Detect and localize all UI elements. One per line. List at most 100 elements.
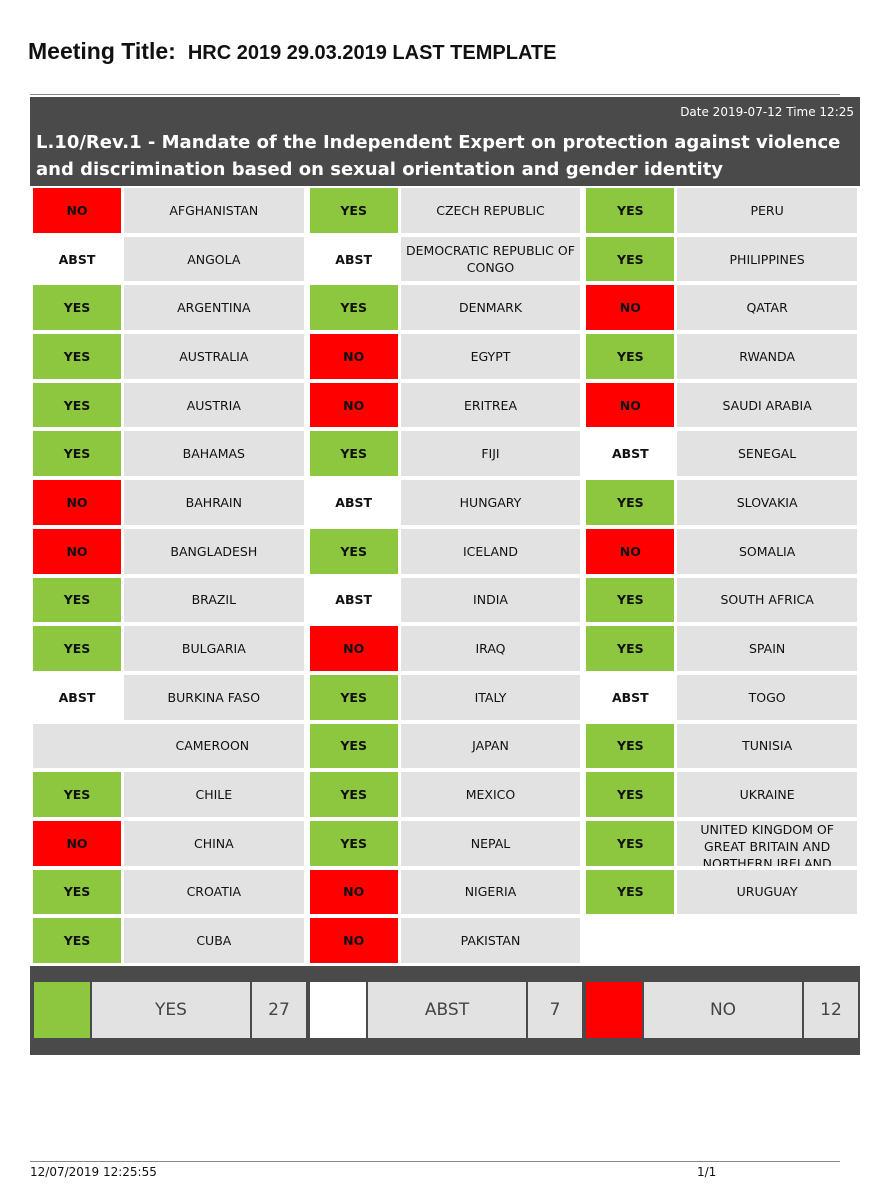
vote-badge: YES	[309, 820, 398, 866]
vote-row: NO QATAR	[583, 283, 860, 332]
vote-badge: YES	[33, 334, 121, 379]
vote-row: NO BANGLADESH	[30, 527, 307, 576]
country-name: SOMALIA	[677, 528, 857, 574]
summary-yes: YES 27	[34, 982, 306, 1038]
vote-badge: YES	[586, 626, 675, 671]
summary-swatch	[310, 982, 366, 1038]
vote-row: YES URUGUAY	[583, 868, 860, 917]
country-name: ERITREA	[400, 382, 581, 428]
vote-badge: ABST	[309, 236, 398, 282]
country-name: TUNISIA	[677, 723, 857, 769]
vote-row: YES ARGENTINA	[30, 283, 307, 332]
vote-row: YES PERU	[583, 186, 860, 235]
vote-badge: YES	[586, 236, 675, 282]
vote-row: NO SOMALIA	[583, 527, 860, 576]
country-name: AUSTRIA	[124, 382, 304, 428]
country-name: PAKISTAN	[400, 918, 581, 963]
vote-badge: YES	[33, 382, 121, 428]
vote-badge: NO	[586, 382, 675, 428]
vote-row: YES TUNISIA	[583, 722, 860, 771]
country-name: AUSTRALIA	[124, 334, 304, 379]
vote-row: YES BRAZIL	[30, 576, 307, 625]
vote-row: NO IRAQ	[307, 624, 584, 673]
country-name: ITALY	[400, 674, 581, 720]
vote-badge	[33, 723, 121, 769]
vote-summary: YES 27 ABST 7 NO 12	[30, 966, 860, 1055]
summary-swatch	[34, 982, 90, 1038]
vote-badge: ABST	[586, 431, 675, 477]
country-name: DEMOCRATIC REPUBLIC OF CONGO	[400, 236, 581, 282]
vote-row: YES SOUTH AFRICA	[583, 576, 860, 625]
country-name: CZECH REPUBLIC	[400, 188, 581, 233]
country-name: CHILE	[124, 772, 304, 817]
meeting-title: Meeting Title: HRC 2019 29.03.2019 LAST …	[28, 38, 556, 65]
vote-row: YES CUBA	[30, 916, 307, 965]
vote-badge: YES	[586, 772, 675, 817]
country-name: IRAQ	[400, 626, 581, 671]
summary-abst: ABST 7	[310, 982, 582, 1038]
date-time: Date 2019-07-12 Time 12:25	[680, 105, 854, 119]
vote-table: NO AFGHANISTAN ABST ANGOLA YES ARGENTINA YES AU…	[30, 186, 860, 965]
vote-row: YES AUSTRALIA	[30, 332, 307, 381]
country-name: JAPAN	[400, 723, 581, 769]
vote-badge: NO	[309, 382, 398, 428]
vote-row: NO NIGERIA	[307, 868, 584, 917]
vote-badge: YES	[586, 188, 675, 233]
country-name: INDIA	[400, 577, 581, 623]
vote-row: ABST TOGO	[583, 673, 860, 722]
vote-badge: ABST	[33, 236, 121, 282]
country-name: BULGARIA	[124, 626, 304, 671]
vote-badge: YES	[33, 918, 121, 963]
country-name: CAMEROON	[121, 723, 304, 769]
vote-badge: YES	[309, 188, 398, 233]
vote-row: YES PHILIPPINES	[583, 235, 860, 284]
vote-row: ABST HUNGARY	[307, 478, 584, 527]
summary-label: NO	[644, 982, 802, 1038]
footer-timestamp: 12/07/2019 12:25:55	[30, 1165, 157, 1179]
vote-row: YES ITALY	[307, 673, 584, 722]
vote-row: YES AUSTRIA	[30, 381, 307, 430]
country-name: DENMARK	[400, 285, 581, 331]
resolution-header: Date 2019-07-12 Time 12:25 L.10/Rev.1 - …	[30, 97, 860, 186]
country-name: BAHRAIN	[124, 480, 304, 525]
country-name: HUNGARY	[400, 480, 581, 525]
vote-badge: NO	[309, 626, 398, 671]
summary-label: ABST	[368, 982, 526, 1038]
vote-row: NO PAKISTAN	[307, 916, 584, 965]
country-name: SPAIN	[677, 626, 857, 671]
vote-row: YES BULGARIA	[30, 624, 307, 673]
vote-badge: NO	[33, 480, 121, 525]
country-name: AFGHANISTAN	[124, 188, 304, 233]
vote-badge: NO	[33, 528, 121, 574]
country-name: PHILIPPINES	[677, 236, 857, 282]
vote-row: YES RWANDA	[583, 332, 860, 381]
country-name: CHINA	[124, 820, 304, 866]
country-name: ANGOLA	[124, 236, 304, 282]
vote-badge: YES	[309, 772, 398, 817]
vote-badge: YES	[33, 626, 121, 671]
summary-count: 7	[528, 982, 582, 1038]
vote-row: NO CHINA	[30, 819, 307, 868]
summary-count: 27	[252, 982, 306, 1038]
vote-row: ABST BURKINA FASO	[30, 673, 307, 722]
vote-badge: YES	[586, 480, 675, 525]
country-name: BAHAMAS	[124, 431, 304, 477]
meeting-title-value: HRC 2019 29.03.2019 LAST TEMPLATE	[187, 42, 557, 64]
vote-badge: YES	[309, 723, 398, 769]
country-name: BURKINA FASO	[124, 674, 304, 720]
country-name: ICELAND	[400, 528, 581, 574]
vote-badge: ABST	[309, 577, 398, 623]
vote-row: NO ERITREA	[307, 381, 584, 430]
country-name: CROATIA	[124, 869, 304, 915]
country-name: SENEGAL	[677, 431, 857, 477]
vote-row: YES SLOVAKIA	[583, 478, 860, 527]
meeting-title-label: Meeting Title:	[28, 38, 176, 64]
vote-badge: YES	[586, 869, 675, 915]
vote-badge: YES	[309, 674, 398, 720]
vote-row: YES CZECH REPUBLIC	[307, 186, 584, 235]
vote-row: ABST ANGOLA	[30, 235, 307, 284]
vote-badge: NO	[33, 820, 121, 866]
country-name: PERU	[677, 188, 857, 233]
vote-row: YES BAHAMAS	[30, 429, 307, 478]
country-name: UNITED KINGDOM OF GREAT BRITAIN AND NORT…	[677, 820, 857, 866]
